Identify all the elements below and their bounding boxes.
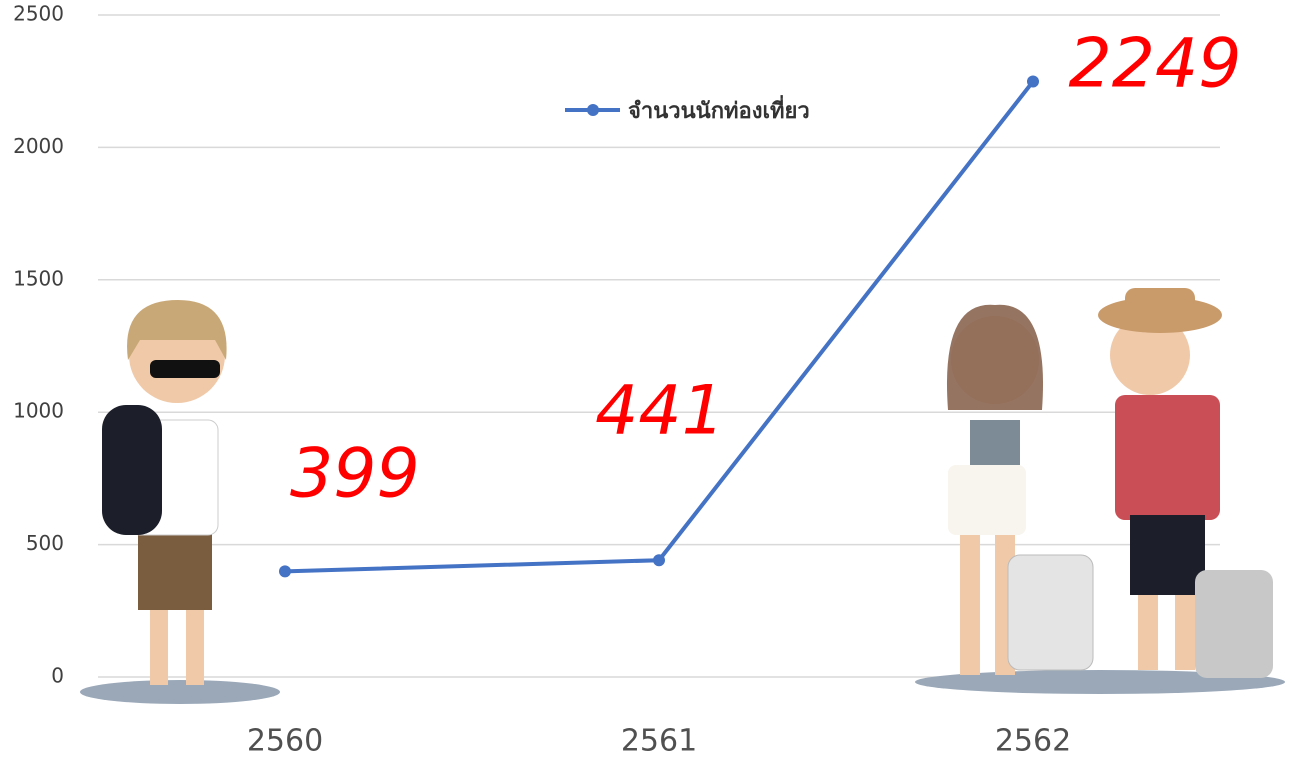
data-point xyxy=(1027,75,1039,87)
legend: จำนวนนักท่องเที่ยว xyxy=(565,94,810,124)
data-point xyxy=(279,565,291,577)
legend-label: จำนวนนักท่องเที่ยว xyxy=(628,94,810,124)
tourist-illustration-right xyxy=(915,288,1285,694)
x-tick-label: 2562 xyxy=(995,724,1071,759)
y-tick-label: 2500 xyxy=(13,2,64,26)
x-tick-label: 2561 xyxy=(621,724,697,759)
y-tick-label: 2000 xyxy=(13,134,64,158)
data-label: 399 xyxy=(290,435,420,514)
chart: 0 500 1000 1500 2000 2500 2560 2561 2562 399 441 22… xyxy=(0,0,1298,762)
tourist-illustration-left xyxy=(80,300,280,704)
data-label: 2249 xyxy=(1068,25,1241,104)
data-label: 441 xyxy=(595,372,725,451)
data-point xyxy=(653,554,665,566)
y-tick-label: 1500 xyxy=(13,266,64,290)
x-tick-label: 2560 xyxy=(247,724,323,759)
y-tick-label: 0 xyxy=(51,664,64,688)
y-tick-label: 500 xyxy=(26,531,64,555)
y-tick-label: 1000 xyxy=(13,399,64,423)
legend-marker xyxy=(587,104,599,116)
